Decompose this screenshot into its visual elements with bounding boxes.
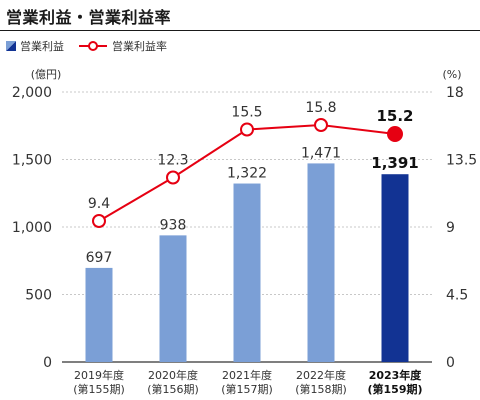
- legend-item-line: 営業利益率: [78, 38, 167, 54]
- y-right-tick-label: 18: [446, 85, 464, 101]
- line-point: [240, 122, 254, 137]
- bar: [233, 183, 261, 362]
- legend-line-swatch-icon: [79, 41, 107, 51]
- y-left-tick-label: 1,500: [12, 153, 52, 169]
- bar-value-label: 1,471: [301, 145, 341, 161]
- x-tick-label: 2019年度: [74, 368, 124, 382]
- x-tick-label: 2022年度: [296, 368, 346, 382]
- y-left-tick-label: 500: [25, 288, 52, 304]
- bar: [159, 235, 187, 362]
- y-left-tick-label: 1,000: [12, 220, 52, 236]
- chart-title: 営業利益・営業利益率: [6, 8, 172, 27]
- y-left-tick-label: 0: [43, 355, 52, 371]
- bar: [381, 174, 409, 362]
- line-value-label: 15.5: [231, 105, 262, 121]
- legend: 営業利益 営業利益率: [6, 38, 181, 54]
- y-right-tick-label: 13.5: [446, 153, 477, 169]
- line-value-label: 15.8: [305, 100, 336, 116]
- y-right-tick-label: 4.5: [446, 288, 468, 304]
- y-right-unit: (%): [442, 68, 461, 81]
- bar-value-label: 1,391: [371, 154, 418, 172]
- y-left-tick-label: 2,000: [12, 85, 52, 101]
- legend-bar-swatch-icon: [6, 41, 16, 51]
- x-tick-label: 2021年度: [222, 368, 272, 382]
- line-point: [166, 170, 180, 185]
- x-tick-sublabel: (第157期): [221, 382, 273, 396]
- x-tick-sublabel: (第159期): [367, 382, 422, 396]
- legend-item-bar: 営業利益: [6, 38, 64, 54]
- line-point: [92, 214, 106, 228]
- legend-line-label: 営業利益率: [112, 40, 167, 53]
- bar: [85, 267, 113, 362]
- x-tick-sublabel: (第156期): [147, 382, 199, 396]
- x-tick-label: 2023年度: [369, 368, 423, 382]
- line-value-label: 9.4: [88, 196, 110, 212]
- y-right-tick-label: 9: [446, 220, 455, 236]
- legend-bar-label: 営業利益: [20, 40, 64, 53]
- line-point: [314, 118, 328, 132]
- x-tick-sublabel: (第158期): [295, 382, 347, 396]
- title-rule: [0, 30, 480, 31]
- line-value-label: 15.2: [376, 107, 413, 125]
- line-point: [387, 126, 403, 142]
- y-right-tick-label: 0: [446, 355, 455, 371]
- x-tick-sublabel: (第155期): [73, 382, 125, 396]
- bar: [307, 163, 335, 362]
- y-left-unit: (億円): [31, 68, 62, 81]
- bar-value-label: 1,322: [227, 166, 267, 182]
- x-tick-label: 2020年度: [148, 368, 198, 382]
- bar-value-label: 938: [160, 217, 187, 233]
- line-value-label: 12.3: [157, 153, 188, 169]
- bar-value-label: 697: [86, 250, 113, 266]
